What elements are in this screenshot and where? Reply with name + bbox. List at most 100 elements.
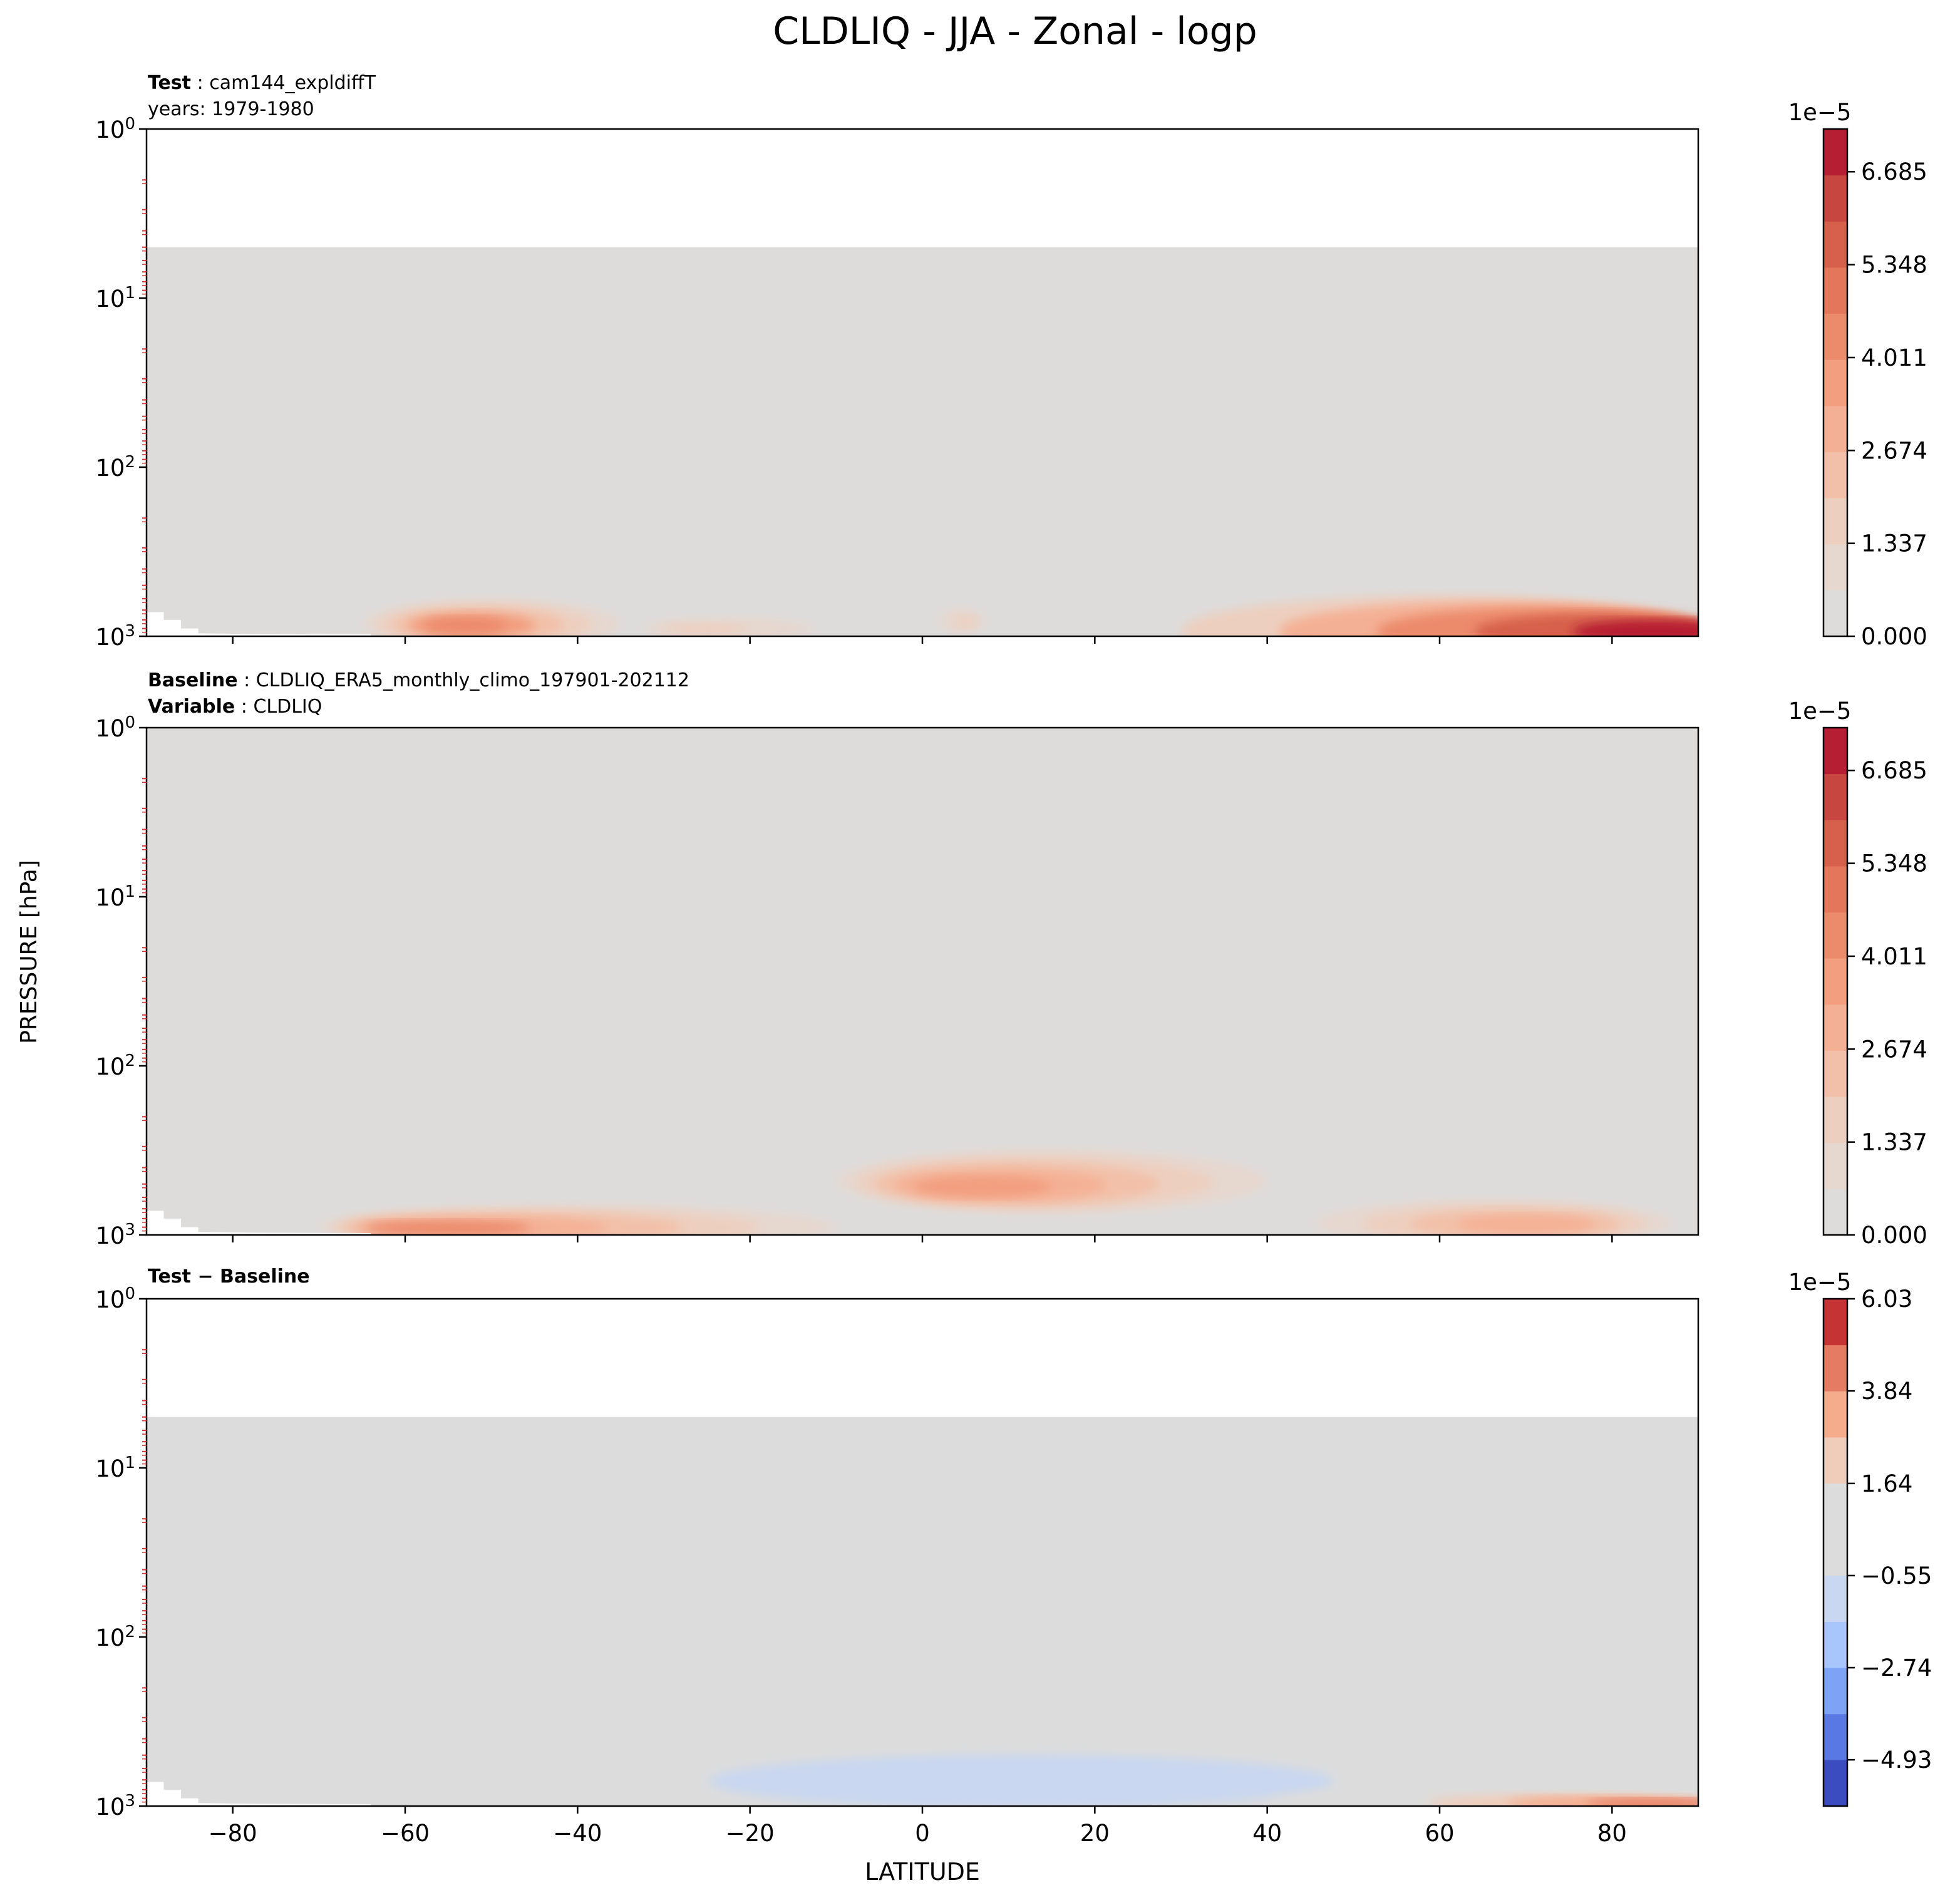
y-tick-exponent: 3 — [125, 1792, 135, 1810]
y-tick-base: 10 — [95, 1624, 125, 1651]
y-tick-exponent: 1 — [125, 1453, 135, 1472]
panel-header-value: CLDLIQ — [253, 696, 322, 718]
contour-feature-3-level-4 — [1572, 620, 1698, 636]
y-tick-label: 103 — [95, 622, 135, 651]
y-tick-label: 101 — [95, 1453, 135, 1482]
contour-feature-2-level-4 — [1586, 1799, 1698, 1806]
plot-area — [147, 728, 1698, 1235]
colorbar-tick-label: 1.64 — [1861, 1470, 1912, 1497]
y-tick-exponent: 3 — [125, 622, 135, 641]
colorbar-segment — [1823, 1437, 1847, 1484]
y-tick-exponent: 0 — [125, 713, 135, 732]
y-tick-base: 10 — [95, 455, 125, 482]
contour-feature-0-level-4 — [424, 617, 507, 634]
y-tick-base: 10 — [95, 715, 125, 742]
x-tick-label: −40 — [553, 1820, 602, 1847]
colorbar-tick-label: 2.674 — [1861, 1036, 1927, 1063]
colorbar-tick-label: −4.93 — [1861, 1747, 1932, 1774]
topography-mask — [147, 1782, 371, 1806]
contour-feature-1-level-4 — [665, 624, 748, 635]
y-tick-base: 10 — [95, 1286, 125, 1313]
colorbar-segment — [1823, 498, 1847, 545]
y-tick-label: 100 — [95, 1284, 135, 1313]
colorbar-segment — [1823, 544, 1847, 591]
y-tick-base: 10 — [95, 1222, 125, 1249]
colorbar-frame — [1822, 128, 1849, 638]
panel-test: Test : cam144_expldiffT years: 1979-1980… — [95, 72, 1927, 651]
colorbar-segment — [1823, 590, 1847, 637]
colorbar-segment — [1823, 728, 1847, 775]
panel-difference: Test − Baseline −80 −60 −40 −20 0 20 40 60 80100… — [95, 1266, 1932, 1847]
y-tick-base: 10 — [95, 1794, 125, 1820]
panel-header-key: Test — [148, 72, 191, 94]
topography-mask — [147, 612, 371, 636]
colorbar-segment — [1823, 1004, 1847, 1051]
colorbar-segment — [1823, 1391, 1847, 1438]
colorbar-tick-label: 5.348 — [1861, 252, 1927, 279]
colorbar-segment — [1823, 1050, 1847, 1097]
contour-feature-1-level-4 — [857, 1770, 1160, 1795]
colorbar-segment — [1823, 313, 1847, 360]
colorbar-tick-label: −0.55 — [1861, 1562, 1932, 1589]
data-field — [147, 247, 1698, 636]
colorbar-segment — [1823, 1668, 1847, 1715]
colorbar-tick-label: 2.674 — [1861, 437, 1927, 464]
colorbar-segment — [1823, 1345, 1847, 1391]
y-tick-base: 10 — [95, 1455, 125, 1482]
y-tick-label: 102 — [95, 453, 135, 482]
colorbar-segment — [1823, 405, 1847, 452]
y-tick-exponent: 0 — [125, 1284, 135, 1303]
colorbar: 0.000 1.337 2.674 4.011 5.348 6.685 1e−5 — [1788, 99, 1927, 650]
x-tick-label: 20 — [1080, 1820, 1110, 1847]
x-tick-label: 80 — [1597, 1820, 1627, 1847]
x-tick-label: −60 — [381, 1820, 430, 1847]
colorbar: 0.000 1.337 2.674 4.011 5.348 6.685 1e−5 — [1788, 698, 1927, 1249]
y-tick-base: 10 — [95, 1053, 125, 1080]
contour-feature-2-level-4 — [1457, 1215, 1595, 1234]
panel-header-value: cam144_expldiffT — [209, 72, 376, 94]
y-tick-exponent: 0 — [125, 115, 135, 133]
colorbar-frame — [1822, 1298, 1849, 1807]
x-tick-label: −80 — [209, 1820, 257, 1847]
colorbar-tick-label: 0.000 — [1861, 623, 1927, 650]
panel-header-line-2: Variable : CLDLIQ — [148, 696, 322, 718]
panel-header-line-1: Test : cam144_expldiffT — [148, 72, 376, 94]
colorbar-segment — [1823, 1483, 1847, 1530]
colorbar-segment — [1823, 773, 1847, 820]
panel-header-value: years: 1979-1980 — [148, 98, 314, 120]
y-tick-exponent: 3 — [125, 1221, 135, 1239]
colorbar-segment — [1823, 1142, 1847, 1189]
colorbar-segment — [1823, 175, 1847, 222]
x-tick-label: 0 — [915, 1820, 930, 1847]
x-tick-label: 60 — [1425, 1820, 1454, 1847]
colorbar-exponent-label: 1e−5 — [1788, 698, 1852, 725]
colorbar-tick-label: 6.685 — [1861, 757, 1927, 784]
colorbar-tick-label: −2.74 — [1861, 1655, 1932, 1681]
topography-mask — [147, 1211, 371, 1235]
y-tick-exponent: 2 — [125, 1623, 135, 1641]
colorbar-tick-label: 3.84 — [1861, 1378, 1912, 1405]
colorbar-tick-label: 6.685 — [1861, 158, 1927, 185]
y-tick-base: 10 — [95, 884, 125, 911]
y-tick-label: 102 — [95, 1051, 135, 1080]
panel-header-sep: : — [191, 72, 209, 94]
panel-header-sep: : — [238, 669, 256, 691]
y-tick-base: 10 — [95, 624, 125, 651]
y-tick-label: 103 — [95, 1221, 135, 1249]
panel-header-value: CLDLIQ_ERA5_monthly_climo_197901-202112 — [256, 669, 689, 691]
panel-header-sep: : — [235, 696, 253, 718]
y-tick-label: 100 — [95, 115, 135, 143]
colorbar-segment — [1823, 958, 1847, 1005]
panel-header-line-1: Baseline : CLDLIQ_ERA5_monthly_climo_197… — [148, 669, 689, 691]
colorbar-tick-label: 4.011 — [1861, 943, 1927, 970]
colorbar-segment — [1823, 221, 1847, 268]
colorbar-segment — [1823, 1575, 1847, 1622]
contour-feature-0-level-4 — [377, 1792, 433, 1804]
panel-baseline: Baseline : CLDLIQ_ERA5_monthly_climo_197… — [95, 669, 1927, 1249]
colorbar-tick-label: 0.000 — [1861, 1222, 1927, 1249]
colorbar-segment — [1823, 1299, 1847, 1346]
colorbar-segment — [1823, 359, 1847, 406]
panel-header-key: Baseline — [148, 669, 238, 691]
